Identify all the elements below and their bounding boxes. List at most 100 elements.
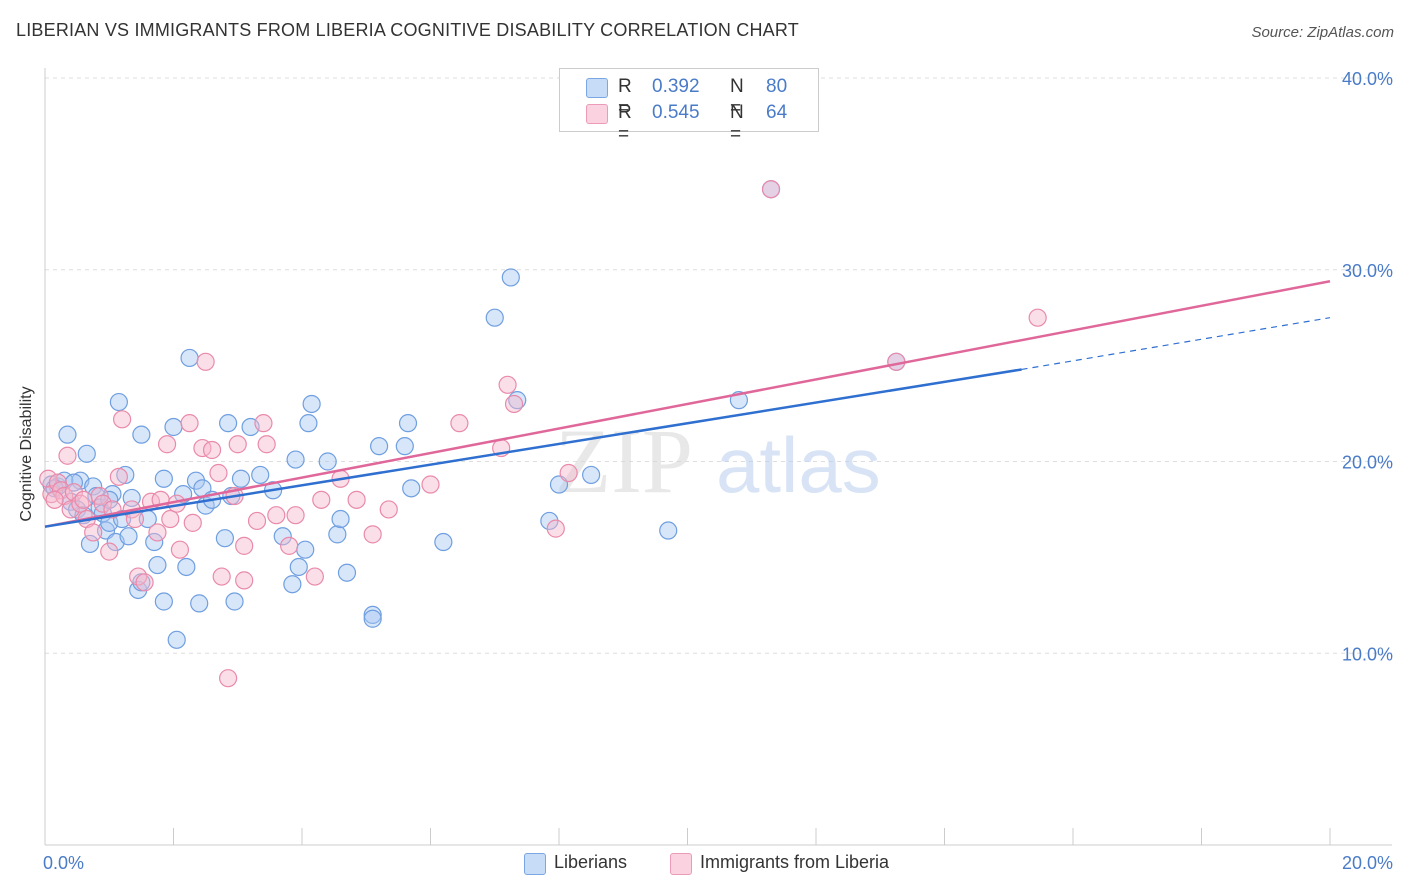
data-point-immigrants [93, 494, 112, 513]
data-point-immigrants [148, 523, 167, 542]
data-point-immigrants [254, 414, 273, 433]
data-point-liberians [331, 509, 350, 529]
data-point-immigrants [559, 463, 578, 483]
data-point-immigrants [312, 490, 331, 509]
data-point-liberians [659, 521, 678, 540]
data-point-immigrants [183, 513, 202, 532]
data-point-liberians [299, 414, 318, 433]
data-point-immigrants [109, 467, 128, 486]
data-point-immigrants [112, 410, 132, 429]
data-point-immigrants [305, 567, 324, 586]
data-point-immigrants [212, 567, 231, 586]
data-point-liberians [231, 469, 251, 488]
data-point-liberians [116, 465, 135, 485]
legend-n-label: N = [730, 102, 744, 145]
legend-swatch-pink [670, 853, 692, 875]
y-tick-label: 10.0% [1342, 644, 1393, 664]
data-point-liberians [501, 268, 520, 287]
data-point-liberians [164, 417, 183, 437]
legend-swatch-blue [586, 78, 608, 98]
data-point-immigrants [161, 509, 180, 529]
y-tick-label: 30.0% [1342, 261, 1393, 281]
data-point-liberians [402, 479, 421, 498]
data-point-liberians [215, 529, 234, 548]
series-liberians-points [42, 180, 906, 649]
data-point-liberians [251, 465, 270, 485]
data-point-immigrants [761, 180, 781, 199]
data-point-liberians [84, 477, 103, 496]
data-point-liberians [219, 414, 238, 433]
legend-label: Immigrants from Liberia [700, 852, 890, 872]
data-point-liberians [148, 555, 167, 575]
data-point-liberians [370, 437, 389, 456]
legend-label: Liberians [554, 852, 628, 872]
tick-labels: 10.0% 20.0% 30.0% 40.0% 0.0% 20.0% [43, 69, 1393, 873]
data-point-liberians [398, 414, 418, 433]
data-point-immigrants [247, 511, 267, 531]
legend-r-value: 0.545 [652, 102, 700, 123]
data-point-immigrants [267, 506, 286, 525]
data-point-immigrants [504, 394, 524, 414]
data-point-immigrants [421, 475, 440, 494]
data-point-immigrants [235, 536, 254, 555]
data-point-immigrants [347, 490, 366, 509]
data-point-immigrants [228, 435, 247, 454]
data-point-liberians [273, 527, 292, 546]
legend-n-value: 80 [766, 76, 788, 97]
y-axis-title: Cognitive Disability [18, 386, 35, 522]
data-point-immigrants [219, 669, 238, 688]
legend-r-value: 0.392 [652, 76, 700, 97]
data-point-immigrants [450, 414, 469, 433]
data-point-liberians [225, 592, 244, 611]
legend-r-label: R = [618, 76, 632, 119]
data-point-immigrants [196, 352, 215, 371]
data-point-immigrants [1028, 308, 1047, 327]
data-point-liberians [58, 425, 77, 444]
data-point-immigrants [39, 469, 58, 488]
data-point-liberians [582, 465, 601, 485]
data-point-immigrants [170, 540, 190, 559]
x-tick-label: 20.0% [1342, 853, 1393, 873]
data-point-liberians [337, 563, 357, 582]
data-point-liberians [177, 557, 196, 577]
data-point-liberians [286, 450, 305, 469]
trend-line-liberians-extension [1021, 317, 1331, 371]
data-point-liberians [395, 437, 414, 456]
data-point-immigrants [286, 506, 305, 525]
data-point-liberians [132, 425, 151, 444]
data-point-liberians [283, 575, 302, 594]
data-point-liberians [363, 609, 382, 628]
data-point-immigrants [64, 483, 84, 502]
y-tick-label: 40.0% [1342, 69, 1393, 89]
x-tick-label: 0.0% [43, 853, 84, 873]
data-point-immigrants [45, 490, 64, 509]
data-point-liberians [154, 469, 173, 488]
data-point-immigrants [209, 463, 228, 483]
trend-line-immigrants [44, 280, 1331, 528]
data-point-liberians [180, 348, 199, 368]
series-immigrants-points [39, 180, 1047, 688]
data-point-liberians [296, 540, 315, 559]
data-point-immigrants [546, 519, 565, 538]
data-point-immigrants [100, 542, 119, 561]
data-point-immigrants [363, 525, 382, 544]
legend-n-value: 64 [766, 102, 788, 123]
data-point-liberians [289, 557, 308, 577]
data-point-immigrants [202, 440, 222, 460]
legend-swatch-pink [586, 104, 608, 124]
data-point-liberians [318, 452, 337, 471]
legend-swatch-blue [524, 853, 546, 875]
data-point-immigrants [379, 500, 398, 519]
axes [44, 68, 1392, 846]
watermark-atlas: atlas [716, 421, 881, 509]
chart-title: LIBERIAN VS IMMIGRANTS FROM LIBERIA COGN… [16, 20, 799, 40]
data-point-liberians [485, 308, 504, 327]
data-point-immigrants [157, 435, 177, 454]
data-point-liberians [80, 534, 100, 554]
data-point-liberians [434, 532, 453, 552]
data-point-immigrants [235, 571, 254, 590]
data-point-immigrants [257, 435, 276, 454]
y-tick-label: 20.0% [1342, 453, 1393, 473]
data-point-liberians [77, 444, 96, 463]
